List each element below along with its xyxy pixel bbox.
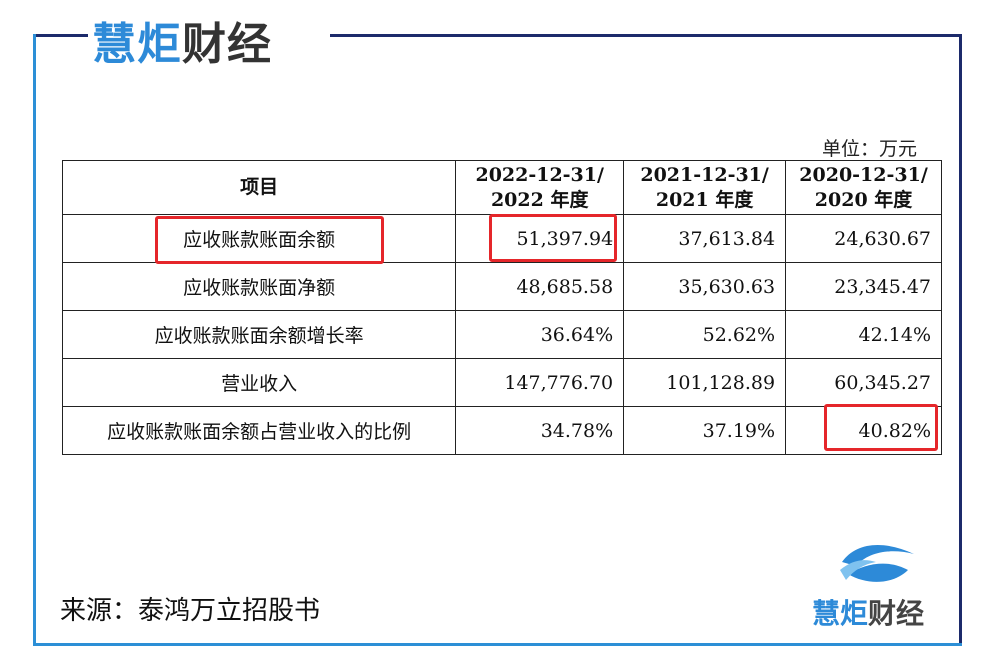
- table-header-row: 项目 2022-12-31/2022 年度 2021-12-31/2021 年度…: [61, 160, 942, 215]
- cell-value: 147,776.70: [455, 358, 625, 407]
- highlight-box-2022-value: [489, 214, 617, 262]
- footer-brand-part1: 慧炬: [812, 597, 869, 630]
- frame-right: [959, 34, 962, 646]
- brand-part2: 财经: [182, 19, 272, 70]
- source-note: 来源：泰鸿万立招股书: [60, 596, 321, 626]
- brand-logo-footer: 慧炬财经: [812, 540, 952, 630]
- highlight-box-2020-ratio: [824, 404, 938, 451]
- unit-label: 单位：万元: [822, 138, 918, 160]
- table-row: 应收账款账面余额增长率 36.64% 52.62% 42.14%: [61, 310, 942, 359]
- row-label: 应收账款账面余额占营业收入的比例: [61, 406, 457, 455]
- cell-value: 37.19%: [623, 406, 787, 455]
- cell-value: 36.64%: [455, 310, 625, 359]
- brand-logo-header: 慧炬 财经: [92, 8, 272, 70]
- footer-brand-part2: 财经: [868, 597, 925, 630]
- cell-value: 52.62%: [623, 310, 787, 359]
- cell-value: 34.78%: [455, 406, 625, 455]
- row-label: 应收账款账面净额: [61, 262, 457, 311]
- cell-value: 51,397.94: [455, 214, 625, 263]
- row-label: 应收账款账面余额增长率: [61, 310, 457, 359]
- cell-value: 23,345.47: [785, 262, 942, 311]
- frame-top-left: [36, 34, 88, 37]
- header-item: 项目: [61, 160, 457, 215]
- brand-part1: 慧炬: [92, 19, 182, 70]
- table-row: 营业收入 147,776.70 101,128.89 60,345.27: [61, 358, 942, 407]
- table-row: 应收账款账面余额 51,397.94 37,613.84 24,630.67: [61, 214, 942, 263]
- header-2021: 2021-12-31/2021 年度: [623, 160, 787, 215]
- table-row: 应收账款账面余额占营业收入的比例 34.78% 37.19% 40.82%: [61, 406, 942, 455]
- frame-left: [33, 34, 36, 646]
- header-2022: 2022-12-31/2022 年度: [455, 160, 625, 215]
- cell-value: 40.82%: [785, 406, 942, 455]
- financial-table: 项目 2022-12-31/2022 年度 2021-12-31/2021 年度…: [61, 160, 942, 455]
- row-label: 应收账款账面余额: [61, 214, 457, 263]
- header-2020: 2020-12-31/2020 年度: [785, 160, 942, 215]
- table-row: 应收账款账面净额 48,685.58 35,630.63 23,345.47: [61, 262, 942, 311]
- cell-value: 37,613.84: [623, 214, 787, 263]
- cell-value: 60,345.27: [785, 358, 942, 407]
- wave-logo-icon: [840, 544, 914, 582]
- cell-value: 24,630.67: [785, 214, 942, 263]
- cell-value: 101,128.89: [623, 358, 787, 407]
- row-label: 营业收入: [61, 358, 457, 407]
- highlight-box-row-label: [155, 216, 384, 264]
- cell-value: 48,685.58: [455, 262, 625, 311]
- frame-top-right: [330, 34, 962, 37]
- cell-value: 42.14%: [785, 310, 942, 359]
- cell-value: 35,630.63: [623, 262, 787, 311]
- frame-bottom: [33, 643, 962, 646]
